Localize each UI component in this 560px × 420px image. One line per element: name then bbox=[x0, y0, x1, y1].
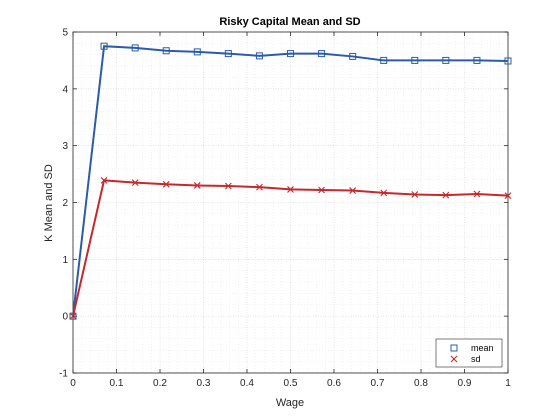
series-sd-point-marker bbox=[349, 187, 357, 194]
series-sd-point-marker-stroke bbox=[473, 190, 481, 198]
legend-sd-marker-stroke bbox=[450, 355, 458, 363]
series-layer bbox=[69, 42, 512, 320]
y-tick-label: 1 bbox=[62, 255, 68, 266]
series-sd bbox=[69, 176, 512, 320]
series-sd-point-marker-stroke bbox=[193, 182, 201, 189]
series-mean-point-marker bbox=[349, 52, 357, 60]
x-tick-label: 0.2 bbox=[153, 378, 167, 389]
series-mean-point-marker bbox=[504, 57, 512, 65]
series-mean-point-marker bbox=[380, 56, 388, 64]
series-sd-point-marker bbox=[473, 190, 481, 198]
series-mean-point-marker bbox=[162, 47, 170, 55]
legend-label-sd: sd bbox=[471, 354, 481, 364]
x-tick-label: 0.8 bbox=[414, 378, 428, 389]
series-sd-point-marker bbox=[318, 186, 325, 194]
series-sd-point-marker-stroke bbox=[287, 186, 294, 193]
x-tick-label: 0 bbox=[70, 378, 76, 389]
series-mean bbox=[69, 42, 512, 320]
series-mean-point-marker bbox=[318, 50, 326, 58]
y-axis-label: K Mean and SD bbox=[43, 164, 55, 242]
series-sd-point-marker-stroke bbox=[69, 312, 77, 320]
series-sd-point-marker-stroke bbox=[504, 192, 512, 200]
x-tick-label: 0.1 bbox=[110, 378, 124, 389]
series-sd-point-marker bbox=[442, 191, 450, 199]
series-sd-point-marker-stroke bbox=[442, 191, 450, 199]
series-sd-point-marker-stroke bbox=[380, 189, 388, 197]
x-axis-ticks: 0 0.1 0.2 0.3 0.4 0.5 0.6 0.7 0.8 0.9 1 bbox=[70, 32, 511, 389]
minor-grid bbox=[73, 32, 508, 373]
series-sd-point-marker-stroke bbox=[162, 180, 170, 188]
x-axis-label: Wage bbox=[276, 397, 304, 409]
series-sd-point-marker bbox=[380, 189, 388, 197]
legend-label-mean: mean bbox=[471, 343, 494, 353]
series-sd-point-marker-stroke bbox=[100, 176, 108, 184]
series-sd-point-marker bbox=[504, 192, 512, 200]
legend-box bbox=[435, 338, 503, 368]
y-tick-label: 0 bbox=[62, 312, 68, 323]
series-sd-point-marker-stroke bbox=[224, 182, 232, 190]
series-sd-point-marker-stroke bbox=[318, 186, 325, 194]
series-mean-point-marker bbox=[131, 44, 139, 52]
y-tick-label: 5 bbox=[62, 28, 68, 39]
x-tick-label: 0.6 bbox=[327, 378, 341, 389]
chart-title: Risky Capital Mean and SD bbox=[219, 16, 360, 28]
x-tick-label: 0.3 bbox=[197, 378, 211, 389]
y-tick-label: -1 bbox=[59, 369, 68, 380]
series-sd-point-marker bbox=[287, 186, 294, 193]
series-sd-point-marker bbox=[69, 312, 77, 320]
series-sd-point-marker bbox=[224, 182, 232, 190]
x-tick-label: 0.9 bbox=[458, 378, 472, 389]
series-mean-point-marker bbox=[442, 56, 450, 64]
series-sd-point-marker bbox=[131, 179, 139, 186]
x-tick-label: 0.5 bbox=[284, 378, 298, 389]
legend-sd-marker bbox=[450, 355, 458, 363]
legend-entry-sd: sd bbox=[450, 354, 481, 364]
legend-entry-mean: mean bbox=[450, 343, 494, 353]
y-tick-label: 3 bbox=[62, 141, 68, 152]
series-mean-point-marker bbox=[224, 50, 232, 58]
series-mean-point-marker bbox=[193, 48, 201, 56]
y-tick-label: 4 bbox=[62, 84, 68, 95]
series-sd-point-marker bbox=[411, 191, 419, 198]
x-tick-label: 0.7 bbox=[371, 378, 385, 389]
series-mean-point-marker bbox=[473, 56, 481, 64]
x-tick-label: 0.4 bbox=[240, 378, 254, 389]
legend-mean-marker bbox=[450, 344, 458, 352]
series-mean-point-marker bbox=[100, 42, 108, 50]
x-tick-label: 1 bbox=[505, 378, 511, 389]
series-mean-point-marker bbox=[287, 50, 294, 58]
series-sd-point-marker bbox=[256, 183, 263, 191]
series-sd-point-marker-stroke bbox=[256, 183, 263, 191]
y-axis-ticks: -1 0 1 2 3 4 5 bbox=[59, 28, 508, 380]
series-mean-point-marker bbox=[255, 52, 263, 60]
y-tick-label: 2 bbox=[62, 198, 68, 209]
series-sd-point-marker-stroke bbox=[411, 191, 419, 198]
series-sd-point-marker bbox=[193, 182, 201, 189]
series-sd-point-marker bbox=[100, 176, 108, 184]
series-sd-point-marker-stroke bbox=[349, 187, 357, 194]
series-sd-point-marker-stroke bbox=[131, 179, 139, 186]
series-mean-line bbox=[72, 45, 509, 317]
series-sd-point-marker bbox=[162, 180, 170, 188]
series-mean-point-marker bbox=[411, 56, 419, 64]
